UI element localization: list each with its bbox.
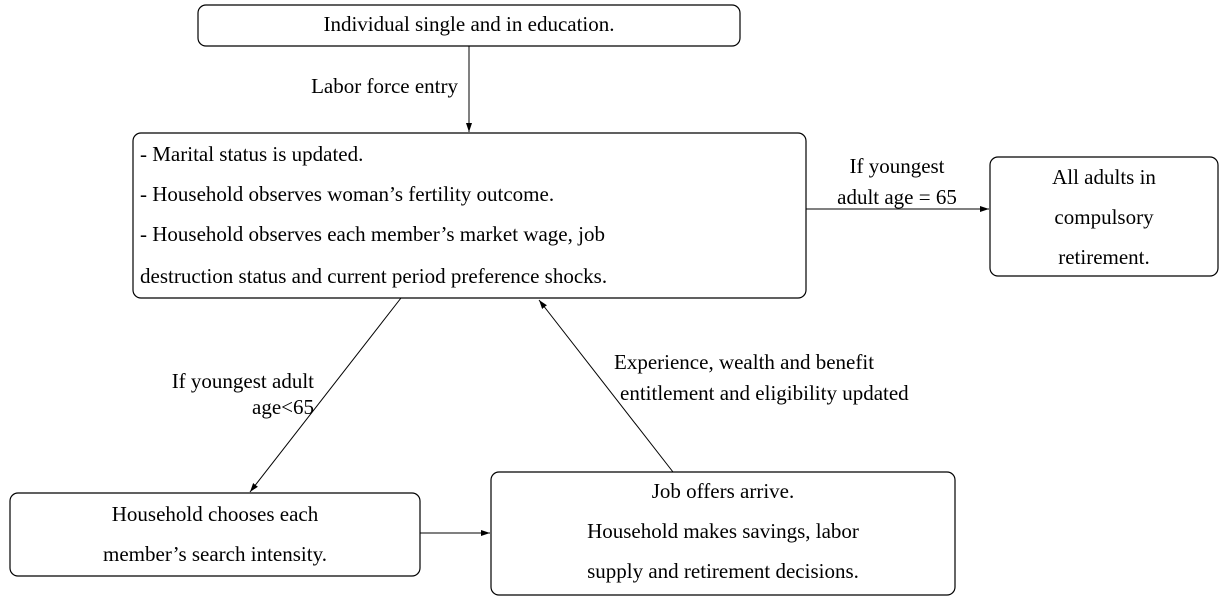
node-box xyxy=(9,492,421,577)
node-text: - Marital status is updated. xyxy=(140,142,363,166)
edge-label: age<65 xyxy=(252,395,314,419)
edge-label: entitlement and eligibility updated xyxy=(620,381,909,405)
edge-label: Labor force entry xyxy=(311,74,458,98)
node-box xyxy=(490,471,956,596)
edge-label: adult age = 65 xyxy=(837,185,957,209)
node-text: retirement. xyxy=(1058,245,1150,269)
node-text: - Household observes each member’s marke… xyxy=(140,222,605,246)
node-text: Individual single and in education. xyxy=(323,12,614,36)
node-text: supply and retirement decisions. xyxy=(587,559,859,583)
arrow xyxy=(538,299,674,473)
arrow xyxy=(249,297,402,493)
node-text: compulsory xyxy=(1054,205,1154,229)
node-box xyxy=(989,156,1219,277)
edge-label: If youngest xyxy=(849,154,944,178)
edge-label: Experience, wealth and benefit xyxy=(614,350,874,374)
edge-label: If youngest adult xyxy=(172,369,314,393)
node-text: Household chooses each xyxy=(112,502,319,526)
node-text: Job offers arrive. xyxy=(652,479,794,503)
node-text: destruction status and current period pr… xyxy=(140,264,607,288)
node-box xyxy=(132,132,807,299)
node-text: - Household observes woman’s fertility o… xyxy=(140,182,554,206)
node-text: All adults in xyxy=(1052,165,1156,189)
node-text: member’s search intensity. xyxy=(103,542,327,566)
node-text: Household makes savings, labor xyxy=(587,519,859,543)
